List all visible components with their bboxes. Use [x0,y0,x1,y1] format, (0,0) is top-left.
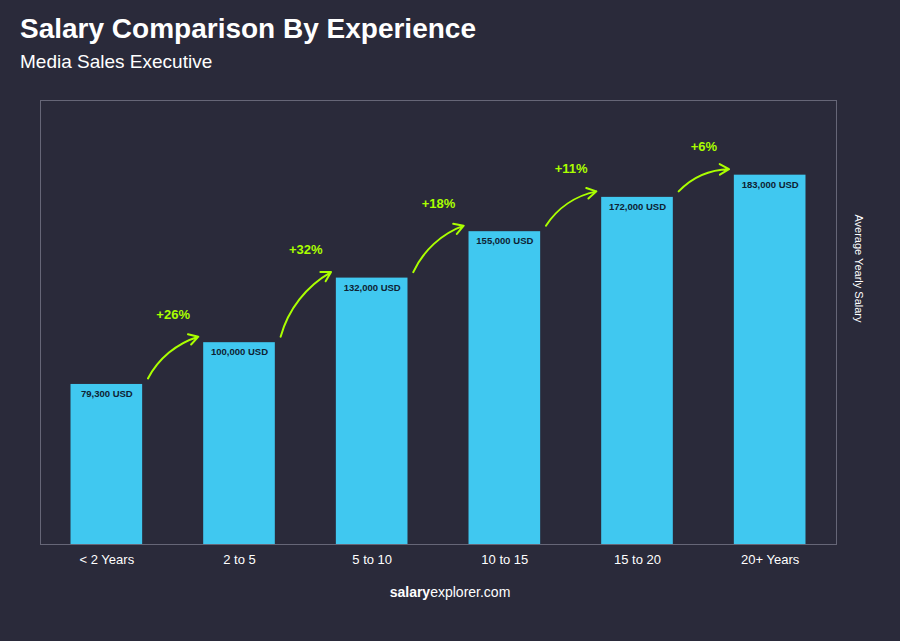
svg-text:< 2 Years: < 2 Years [80,552,135,567]
svg-text:+32%: +32% [289,242,323,257]
svg-text:10 to 15: 10 to 15 [481,552,528,567]
svg-text:183,000 USD: 183,000 USD [742,179,799,190]
svg-text:79,300 USD: 79,300 USD [81,388,133,399]
html-text:Salary Comparison By Experienc: Salary Comparison By Experience [20,13,476,44]
svg-text:132,000 USD: 132,000 USD [344,282,401,293]
html-text:salary explorer.com: salary explorer.com [389,584,511,600]
svg-text:5 to 10: 5 to 10 [352,552,392,567]
svg-text:Average Yearly Salary: Average Yearly Salary [853,214,865,323]
svg-text:15 to 20: 15 to 20 [614,552,661,567]
svg-text:155,000 USD: 155,000 USD [476,235,533,246]
svg-text:172,000 USD: 172,000 USD [609,201,666,212]
svg-text:+18%: +18% [422,196,456,211]
html-text:Media Sales Executive: Media Sales Executive [20,51,213,72]
svg-text:20+ Years: 20+ Years [741,552,800,567]
svg-text:+6%: +6% [691,139,718,154]
svg-text:+11%: +11% [555,161,588,176]
svg-text:+26%: +26% [156,307,190,322]
svg-text:2 to 5: 2 to 5 [223,552,256,567]
svg-text:100,000 USD: 100,000 USD [211,346,268,357]
